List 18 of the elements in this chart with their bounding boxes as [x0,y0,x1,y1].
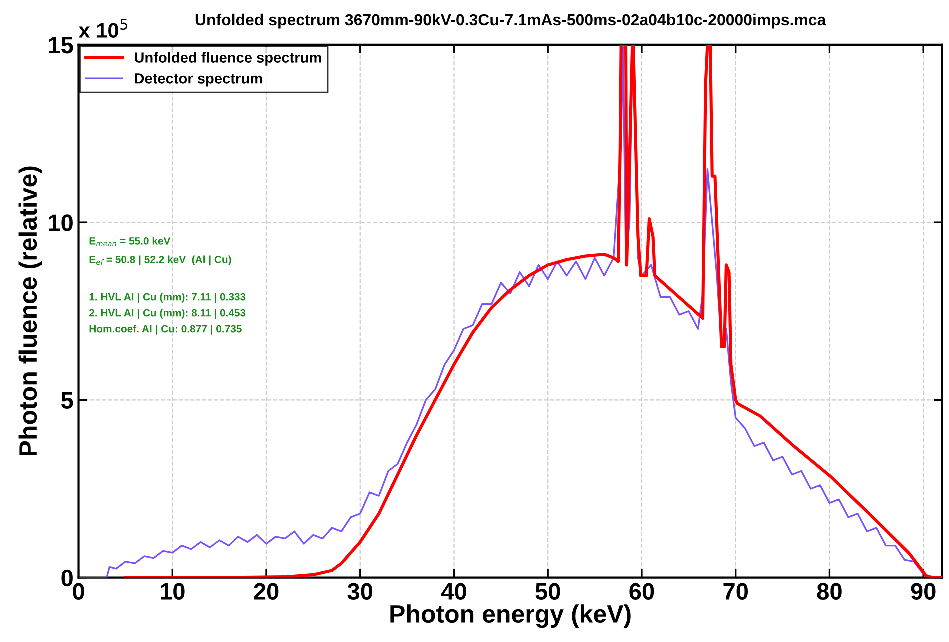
x-axis-title: Photon energy (keV) [390,604,631,628]
y-tick-label: 0 [62,570,73,587]
y-tick-label: 10 [49,214,73,232]
x-tick-label: 80 [817,583,842,600]
chart-title: Unfolded spectrum 3670mm-90kV-0.3Cu-7.1mAs-500ms-02a04b10c-20000imps.mca [196,14,826,29]
x-tick-label: 10 [160,583,185,600]
text: x 10$^{5}$ [78,19,128,38]
x-tick-label: 0 [73,583,84,600]
x-tick-label: 50 [536,583,560,600]
y-tick-label: 15 [49,37,74,54]
x-tick-label: 90 [911,583,936,600]
y-axis-title: Photon fluence (relative) [18,166,42,456]
x-tick-label: 40 [441,583,466,600]
y-tick-label: 5 [62,392,74,409]
x-tick-label: 30 [348,583,373,600]
x-tick-label: 20 [254,583,279,600]
x-tick-label: 70 [724,583,748,600]
x-tick-label: 60 [630,583,654,600]
